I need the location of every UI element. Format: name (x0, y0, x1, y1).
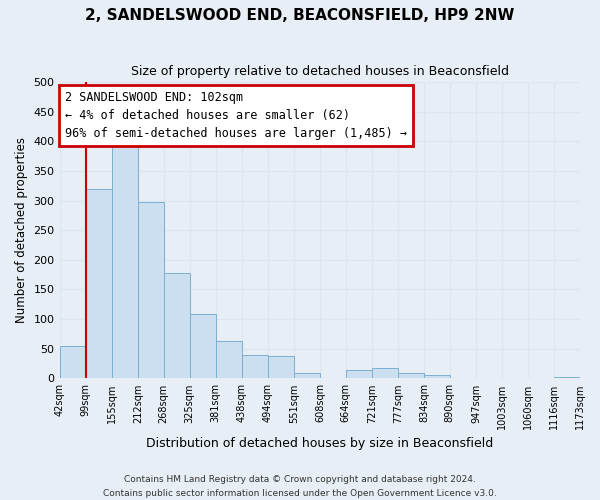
Bar (398, 372, 424, 378)
X-axis label: Distribution of detached houses by size in Beaconsfield: Distribution of detached houses by size … (146, 437, 493, 450)
Bar (59, 346, 86, 378)
Y-axis label: Number of detached properties: Number of detached properties (15, 137, 28, 323)
Bar (424, 376, 450, 378)
Bar (554, 377, 580, 378)
Bar (190, 314, 216, 378)
Bar (372, 368, 398, 378)
Text: Contains HM Land Registry data © Crown copyright and database right 2024.
Contai: Contains HM Land Registry data © Crown c… (103, 476, 497, 498)
Title: Size of property relative to detached houses in Beaconsfield: Size of property relative to detached ho… (131, 65, 509, 78)
Bar (164, 273, 190, 378)
Bar (112, 141, 138, 378)
Bar (294, 372, 320, 378)
Bar (242, 354, 268, 378)
Bar (86, 188, 112, 378)
Bar (346, 370, 372, 378)
Text: 2 SANDELSWOOD END: 102sqm
← 4% of detached houses are smaller (62)
96% of semi-d: 2 SANDELSWOOD END: 102sqm ← 4% of detach… (65, 91, 407, 140)
Text: 2, SANDELSWOOD END, BEACONSFIELD, HP9 2NW: 2, SANDELSWOOD END, BEACONSFIELD, HP9 2N… (85, 8, 515, 22)
Bar (215, 341, 242, 378)
Bar (138, 202, 164, 378)
Bar (268, 356, 294, 378)
